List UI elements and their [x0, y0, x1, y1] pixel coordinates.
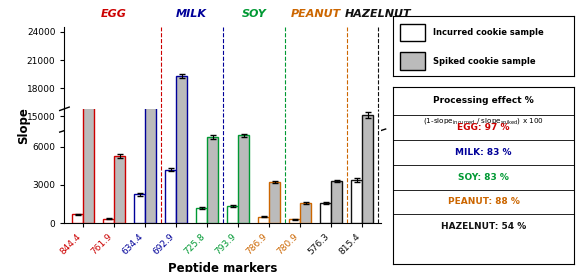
- Bar: [207, 137, 218, 223]
- Bar: [258, 253, 269, 257]
- Bar: [114, 156, 125, 223]
- Bar: [238, 193, 249, 257]
- Bar: [321, 242, 331, 257]
- Bar: [227, 245, 238, 257]
- Bar: [83, 35, 94, 223]
- Bar: [321, 203, 331, 223]
- Bar: [289, 255, 300, 257]
- Bar: [145, 118, 156, 257]
- Bar: [289, 220, 300, 223]
- Bar: [331, 181, 342, 223]
- Bar: [145, 35, 156, 223]
- Bar: [72, 251, 83, 257]
- Text: EGG: EGG: [101, 9, 127, 19]
- Bar: [103, 219, 114, 223]
- Text: Incurred cookie sample: Incurred cookie sample: [432, 28, 543, 37]
- Text: HAZELNUT: 54 %: HAZELNUT: 54 %: [441, 222, 526, 231]
- Bar: [352, 180, 362, 223]
- Bar: [238, 135, 249, 223]
- Bar: [134, 194, 145, 223]
- Bar: [300, 243, 311, 257]
- Bar: [352, 225, 362, 257]
- X-axis label: Peptide markers: Peptide markers: [168, 262, 277, 272]
- Text: (1-slope$_{\mathregular{incurred}}$ / slope$_{\mathregular{spiked}}$) x 100: (1-slope$_{\mathregular{incurred}}$ / sl…: [423, 117, 544, 128]
- Text: EGG: 97 %: EGG: 97 %: [457, 123, 510, 132]
- Text: MILK: 83 %: MILK: 83 %: [455, 148, 512, 157]
- Text: PEANUT: 88 %: PEANUT: 88 %: [448, 197, 519, 206]
- Bar: [72, 214, 83, 223]
- Bar: [258, 217, 269, 223]
- Bar: [362, 115, 373, 223]
- Bar: [165, 218, 176, 257]
- Bar: [196, 208, 207, 223]
- Text: PEANUT: PEANUT: [291, 9, 341, 19]
- Bar: [165, 170, 176, 223]
- Text: SOY: SOY: [241, 9, 266, 19]
- Bar: [227, 206, 238, 223]
- Bar: [196, 247, 207, 257]
- Bar: [103, 254, 114, 257]
- Bar: [269, 182, 280, 223]
- Bar: [83, 118, 94, 257]
- Text: MILK: MILK: [176, 9, 207, 19]
- Bar: [331, 226, 342, 257]
- Bar: [362, 178, 373, 257]
- Bar: [176, 76, 187, 257]
- Bar: [400, 52, 425, 70]
- Text: Processing effect %: Processing effect %: [433, 96, 534, 105]
- Text: Spiked cookie sample: Spiked cookie sample: [432, 57, 535, 66]
- Text: HAZELNUT: HAZELNUT: [345, 9, 411, 19]
- Bar: [176, 0, 187, 223]
- Bar: [400, 23, 425, 41]
- Text: Slope: Slope: [17, 107, 30, 144]
- Bar: [207, 193, 218, 257]
- Bar: [269, 227, 280, 257]
- Bar: [134, 236, 145, 257]
- Text: SOY: 83 %: SOY: 83 %: [458, 173, 509, 182]
- Bar: [300, 203, 311, 223]
- Bar: [114, 208, 125, 257]
